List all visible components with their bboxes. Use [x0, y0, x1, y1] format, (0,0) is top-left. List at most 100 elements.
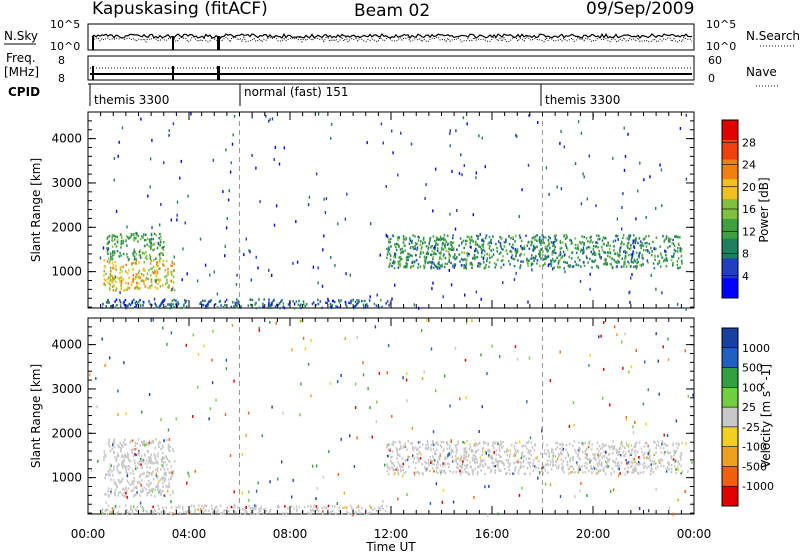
- range-cell: [126, 253, 128, 256]
- range-cell: [441, 246, 443, 250]
- range-cell: [114, 305, 117, 309]
- range-cell: [287, 507, 289, 510]
- range-cell: [475, 458, 478, 461]
- range-cell: [579, 240, 581, 244]
- range-cell: [166, 457, 168, 460]
- range-cell: [267, 304, 270, 307]
- range-cell: [131, 301, 133, 305]
- range-cell: [542, 264, 544, 267]
- range-cell: [550, 448, 553, 451]
- range-cell: [169, 493, 172, 497]
- range-cell: [110, 492, 112, 495]
- range-cell: [646, 249, 649, 252]
- range-cell: [495, 453, 498, 456]
- range-cell: [607, 244, 609, 247]
- range-cell: [554, 236, 556, 240]
- range-cell: [420, 252, 422, 255]
- range-cell: [134, 301, 137, 305]
- range-cell: [251, 506, 253, 509]
- range-cell: [119, 268, 122, 271]
- range-cell: [116, 484, 118, 487]
- range-cell: [407, 440, 410, 443]
- range-cell: [528, 457, 531, 460]
- range-cell: [171, 299, 174, 302]
- range-cell: [441, 265, 443, 268]
- range-cell: [162, 246, 165, 249]
- range-cell: [212, 158, 214, 162]
- range-cell: [231, 142, 234, 146]
- range-cell: [637, 241, 639, 245]
- range-cell: [509, 462, 511, 465]
- range-cell: [497, 442, 499, 446]
- range-cell: [632, 458, 635, 461]
- range-cell: [131, 512, 134, 515]
- range-cell: [226, 506, 229, 510]
- range-cell: [655, 287, 657, 291]
- range-cell: [296, 509, 298, 513]
- nsearch-trace: [91, 35, 693, 44]
- range-cell: [380, 122, 383, 126]
- range-cell: [138, 463, 140, 466]
- range-cell: [673, 248, 676, 252]
- range-cell: [146, 237, 149, 241]
- range-cell: [234, 510, 237, 514]
- range-cell: [170, 270, 172, 274]
- range-cell: [115, 457, 118, 461]
- range-cell: [403, 472, 405, 475]
- range-cell: [465, 452, 467, 455]
- range-cell: [136, 466, 139, 470]
- range-cell: [161, 456, 164, 459]
- range-cell: [610, 473, 613, 476]
- range-cell: [680, 248, 683, 251]
- range-cell: [126, 471, 129, 475]
- range-cell: [300, 512, 303, 515]
- range-cell: [386, 371, 388, 375]
- range-cell: [630, 365, 633, 369]
- range-cell: [133, 479, 135, 483]
- range-cell: [126, 256, 129, 259]
- range-cell: [147, 194, 149, 198]
- range-cell: [655, 207, 657, 210]
- range-cell: [109, 284, 111, 287]
- range-cell: [581, 249, 584, 252]
- range-cell: [317, 298, 319, 302]
- range-cell: [120, 285, 123, 288]
- range-cell: [621, 340, 623, 344]
- range-cell: [442, 295, 444, 299]
- range-cell: [586, 466, 588, 470]
- range-cell: [491, 456, 493, 459]
- range-cell: [515, 251, 517, 254]
- range-cell: [508, 235, 510, 238]
- range-cell: [224, 413, 227, 417]
- range-cell: [484, 462, 486, 465]
- range-cell: [131, 482, 133, 485]
- range-cell: [278, 162, 281, 166]
- power-data: [99, 112, 688, 311]
- range-cell: [449, 470, 451, 473]
- range-cell: [523, 253, 526, 256]
- range-cell: [668, 468, 670, 471]
- range-cell: [147, 480, 150, 483]
- range-cell: [432, 209, 434, 213]
- range-cell: [175, 417, 177, 421]
- range-cell: [589, 460, 591, 464]
- range-cell: [537, 476, 539, 480]
- range-cell: [494, 471, 496, 474]
- range-cell: [559, 241, 562, 244]
- range-cell: [141, 507, 144, 510]
- range-cell: [201, 504, 203, 508]
- range-cell: [569, 264, 572, 267]
- range-cell: [345, 303, 347, 306]
- range-cell: [104, 474, 107, 477]
- range-cell: [615, 464, 617, 467]
- range-cell: [398, 465, 401, 468]
- range-cell: [397, 238, 399, 242]
- range-cell: [119, 233, 122, 236]
- range-cell: [387, 472, 390, 476]
- range-cell: [118, 299, 121, 302]
- range-cell: [296, 260, 299, 264]
- range-cell: [300, 306, 302, 310]
- range-cell: [438, 252, 441, 255]
- range-cell: [109, 266, 112, 269]
- range-cell: [535, 245, 538, 248]
